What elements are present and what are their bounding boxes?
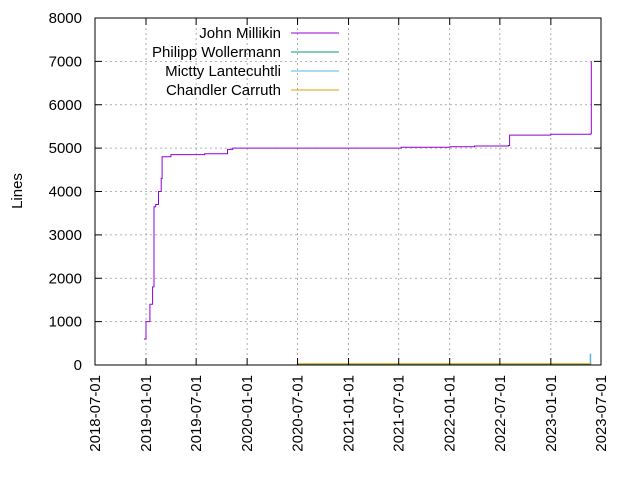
legend-label: Mictty Lantecuhtli: [165, 63, 281, 80]
x-tick-label: 2021-07-01: [391, 375, 408, 452]
axes: 0 1000 2000 3000 4000 5000 6000 7000 8000 2018-07…: [49, 10, 610, 452]
series-line-1: [144, 61, 592, 340]
series-lines: [144, 61, 592, 366]
x-tick-label: 2022-07-01: [492, 375, 509, 452]
y-tick-label: 4000: [49, 184, 82, 201]
y-tick-label: 8000: [49, 10, 82, 27]
legend: John Millikin Philipp Wollermann Mictty La…: [152, 25, 339, 99]
x-tick-label: 2023-01-01: [543, 375, 560, 452]
x-tick-label: 2018-07-01: [87, 375, 104, 452]
y-tick-label: 0: [74, 357, 82, 374]
y-tick-label: 1000: [49, 314, 82, 331]
x-tick-label: 2021-01-01: [341, 375, 358, 452]
x-tick-label: 2019-01-01: [138, 375, 155, 452]
x-tick-label: 2023-07-01: [593, 375, 610, 452]
legend-label: Chandler Carruth: [166, 82, 281, 99]
y-axis-label: Lines: [9, 173, 26, 209]
y-tick-label: 2000: [49, 270, 82, 287]
x-tick-label: 2022-01-01: [442, 375, 459, 452]
x-tick-label: 2020-01-01: [239, 375, 256, 452]
y-tick-label: 3000: [49, 227, 82, 244]
x-tick-label: 2020-07-01: [290, 375, 307, 452]
x-tick-label: 2019-07-01: [188, 375, 205, 452]
y-tick-label: 7000: [49, 53, 82, 70]
legend-label: Philipp Wollermann: [152, 44, 281, 61]
y-tick-label: 5000: [49, 140, 82, 157]
grid-lines: [95, 18, 601, 365]
y-tick-label: 6000: [49, 97, 82, 114]
legend-label: John Millikin: [199, 25, 281, 42]
